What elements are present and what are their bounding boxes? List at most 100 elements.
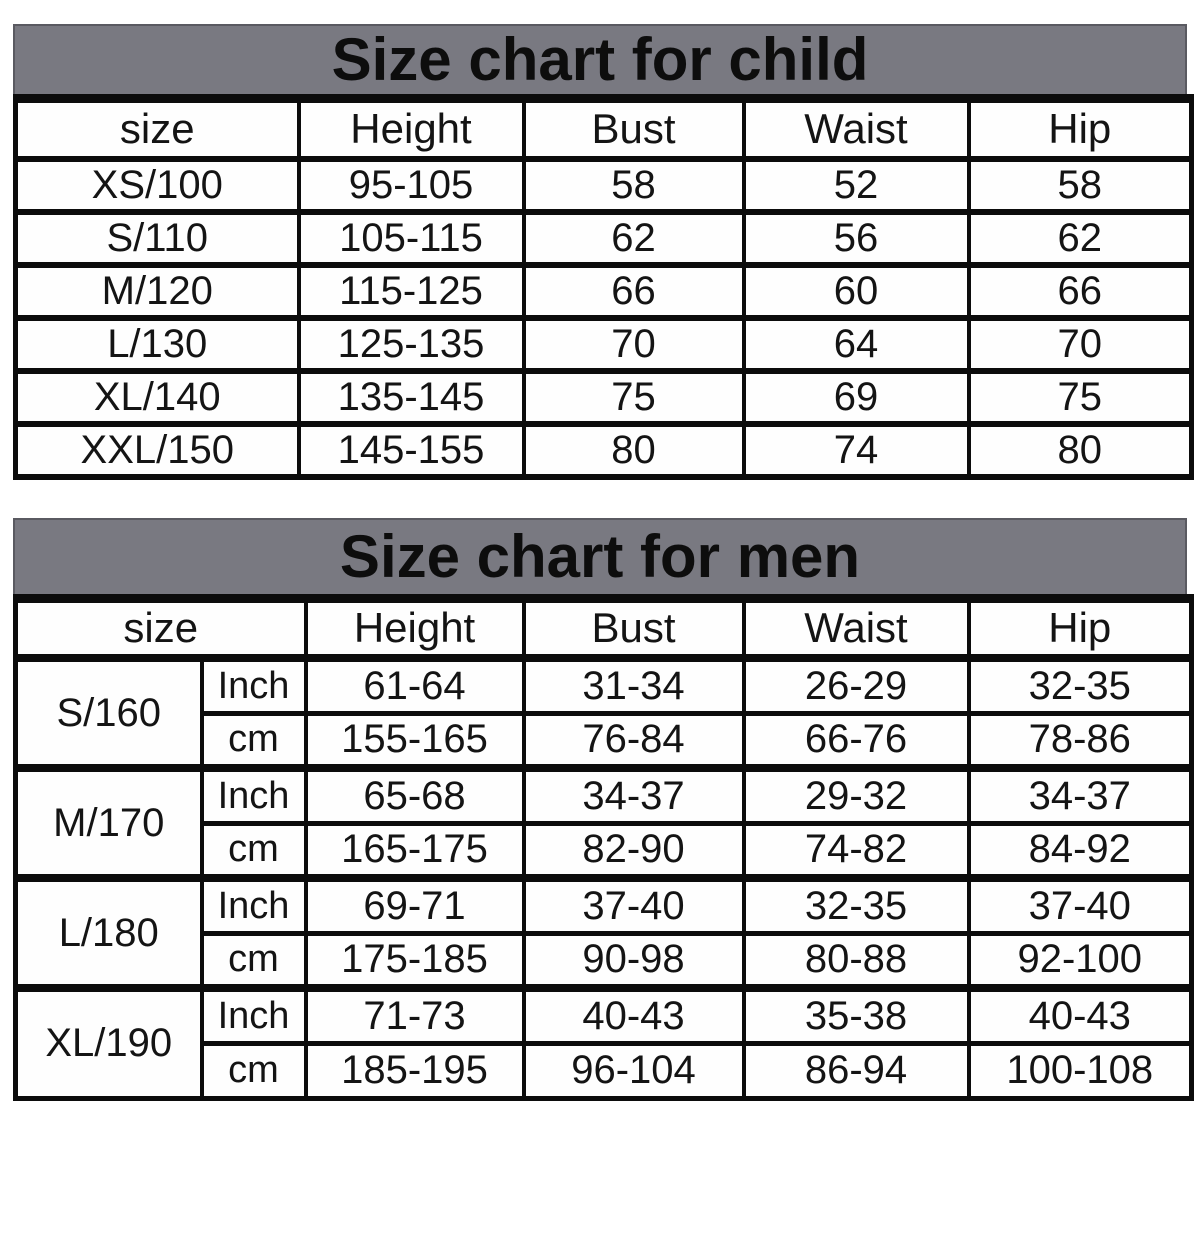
table-row: cm 165-175 82-90 74-82 84-92 — [16, 820, 1194, 881]
header-cell-bust: Bust — [521, 94, 746, 161]
value-cell: 75 — [966, 367, 1194, 427]
value-cell: 82-90 — [521, 820, 746, 881]
value-cell: 84-92 — [966, 820, 1194, 881]
child-chart-title-band: Size chart for child — [13, 24, 1187, 94]
value-cell: 80 — [521, 420, 746, 480]
size-cell: M/170 — [13, 764, 204, 881]
value-cell: 32-35 — [966, 654, 1194, 716]
header-cell-size: size — [13, 593, 308, 661]
value-cell: 74 — [741, 420, 971, 480]
value-cell: 64 — [741, 314, 971, 374]
unit-cell: Inch — [199, 984, 308, 1046]
value-cell: 31-34 — [521, 654, 746, 716]
value-cell: 155-165 — [303, 710, 526, 771]
size-cell: XL/190 — [13, 984, 204, 1101]
size-cell: XS/100 — [13, 155, 301, 215]
child-size-chart-section: Size chart for child size Height Bust Wa… — [13, 24, 1194, 480]
unit-cell: cm — [199, 1040, 308, 1101]
size-cell: M/120 — [13, 261, 301, 321]
child-size-table: size Height Bust Waist Hip XS/100 95-105… — [13, 94, 1194, 480]
value-cell: 70 — [966, 314, 1194, 374]
men-table-header-row: size Height Bust Waist Hip — [13, 593, 1194, 661]
table-row: M/120 115-125 66 60 66 — [13, 261, 1194, 321]
value-cell: 92-100 — [966, 930, 1194, 991]
value-cell: 125-135 — [296, 314, 526, 374]
table-row: cm 155-165 76-84 66-76 78-86 — [16, 710, 1194, 771]
value-cell: 66 — [521, 261, 746, 321]
value-cell: 62 — [521, 208, 746, 268]
value-cell: 100-108 — [966, 1040, 1194, 1101]
size-cell: L/180 — [13, 874, 204, 991]
value-cell: 56 — [741, 208, 971, 268]
value-cell: 95-105 — [296, 155, 526, 215]
unit-cell: cm — [199, 930, 308, 991]
header-cell-height: Height — [296, 94, 526, 161]
value-cell: 35-38 — [741, 984, 971, 1046]
table-row: S/160 Inch 61-64 31-34 26-29 32-35 — [13, 654, 1194, 771]
value-cell: 61-64 — [303, 654, 526, 716]
value-cell: 135-145 — [296, 367, 526, 427]
value-cell: 40-43 — [966, 984, 1194, 1046]
value-cell: 66 — [966, 261, 1194, 321]
size-cell: XXL/150 — [13, 420, 301, 480]
size-chart-page: Size chart for child size Height Bust Wa… — [13, 24, 1195, 1101]
value-cell: 37-40 — [521, 874, 746, 936]
table-row: cm 185-195 96-104 86-94 100-108 — [16, 1040, 1194, 1101]
table-row: L/130 125-135 70 64 70 — [13, 314, 1194, 374]
value-cell: 75 — [521, 367, 746, 427]
size-cell: S/160 — [13, 654, 204, 771]
header-cell-height: Height — [303, 593, 526, 661]
value-cell: 145-155 — [296, 420, 526, 480]
header-cell-hip: Hip — [966, 94, 1194, 161]
men-chart-title: Size chart for men — [339, 522, 861, 590]
value-cell: 76-84 — [521, 710, 746, 771]
value-cell: 66-76 — [741, 710, 971, 771]
table-row: L/180 Inch 69-71 37-40 32-35 37-40 — [13, 874, 1194, 991]
value-cell: 78-86 — [966, 710, 1194, 771]
unit-cell: Inch — [199, 654, 308, 716]
value-cell: 60 — [741, 261, 971, 321]
value-cell: 29-32 — [741, 764, 971, 826]
header-cell-bust: Bust — [521, 593, 746, 661]
value-cell: 115-125 — [296, 261, 526, 321]
value-cell: 26-29 — [741, 654, 971, 716]
value-cell: 58 — [966, 155, 1194, 215]
value-cell: 86-94 — [741, 1040, 971, 1101]
size-cell: L/130 — [13, 314, 301, 374]
value-cell: 34-37 — [966, 764, 1194, 826]
unit-cell: cm — [199, 820, 308, 881]
value-cell: 65-68 — [303, 764, 526, 826]
table-row: XL/190 Inch 71-73 40-43 35-38 40-43 — [13, 984, 1194, 1101]
child-table-header-row: size Height Bust Waist Hip — [13, 94, 1194, 161]
value-cell: 74-82 — [741, 820, 971, 881]
value-cell: 40-43 — [521, 984, 746, 1046]
value-cell: 37-40 — [966, 874, 1194, 936]
header-cell-size: size — [13, 94, 301, 161]
unit-cell: Inch — [199, 764, 308, 826]
value-cell: 69 — [741, 367, 971, 427]
unit-cell: Inch — [199, 874, 308, 936]
men-size-table: size Height Bust Waist Hip S/160 Inch 61… — [13, 593, 1195, 1101]
value-cell: 32-35 — [741, 874, 971, 936]
value-cell: 62 — [966, 208, 1194, 268]
value-cell: 185-195 — [303, 1040, 526, 1101]
value-cell: 105-115 — [296, 208, 526, 268]
header-cell-waist: Waist — [741, 94, 971, 161]
value-cell: 175-185 — [303, 930, 526, 991]
value-cell: 52 — [741, 155, 971, 215]
value-cell: 80-88 — [741, 930, 971, 991]
unit-cell: cm — [199, 710, 308, 771]
value-cell: 69-71 — [303, 874, 526, 936]
child-chart-title: Size chart for child — [331, 26, 869, 93]
table-row: XS/100 95-105 58 52 58 — [13, 155, 1194, 215]
table-row: XXL/150 145-155 80 74 80 — [13, 420, 1194, 480]
size-cell: XL/140 — [13, 367, 301, 427]
value-cell: 71-73 — [303, 984, 526, 1046]
header-cell-waist: Waist — [741, 593, 971, 661]
header-cell-hip: Hip — [966, 593, 1194, 661]
value-cell: 96-104 — [521, 1040, 746, 1101]
value-cell: 90-98 — [521, 930, 746, 991]
value-cell: 58 — [521, 155, 746, 215]
men-size-chart-section: Size chart for men size Height Bust Wais… — [13, 517, 1195, 1101]
table-row: XL/140 135-145 75 69 75 — [13, 367, 1194, 427]
